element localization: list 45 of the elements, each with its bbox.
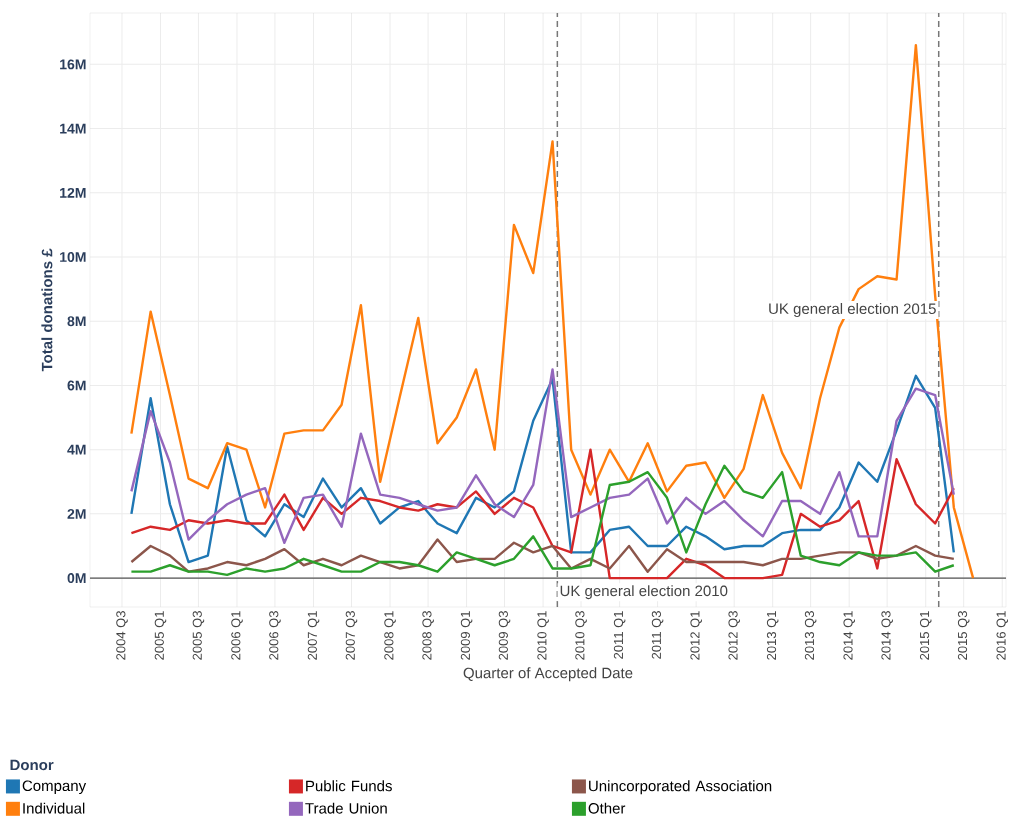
legend-label: Individual [23, 802, 85, 814]
x-tick-label: 2012 Q3 [728, 611, 740, 660]
x-tick-label: 2009 Q3 [498, 611, 511, 660]
y-tick-label: 8M [67, 316, 86, 327]
legend-label: Company [22, 780, 87, 795]
x-tick-label: 2013 Q1 [766, 611, 779, 660]
legend-label: Public Funds [306, 780, 392, 792]
ref-line-label: UK general election 2015 [769, 303, 936, 317]
x-tick-label: 2014 Q3 [881, 611, 893, 660]
y-tick-label: 16M [60, 59, 86, 70]
x-tick-label: 2014 Q1 [843, 611, 855, 660]
x-tick-label: 2007 Q3 [345, 611, 358, 660]
x-tick-label: 2015 Q1 [919, 611, 932, 660]
y-axis-title: Total donations £ [41, 248, 53, 372]
x-tick-label: 2009 Q1 [460, 611, 473, 660]
x-tick-label: 2012 Q1 [690, 611, 702, 660]
x-tick-label: 2010 Q3 [575, 611, 587, 660]
y-tick-label: 10M [60, 252, 86, 262]
x-tick-label: 2010 Q1 [537, 611, 549, 660]
x-tick-label: 2011 Q3 [651, 611, 664, 659]
line-series [130, 43, 975, 580]
x-tick-label: 2008 Q3 [422, 611, 434, 660]
x-tick-label: 2006 Q3 [269, 611, 281, 660]
legend-label: Trade Union [305, 802, 387, 814]
x-tick-label: 2006 Q1 [231, 611, 243, 660]
y-tick-label: 4M [67, 444, 86, 455]
x-tick-label: 2004 Q3 [116, 611, 128, 660]
x-tick-label: 2016 Q1 [996, 611, 1009, 660]
y-tick-label: 12M [60, 187, 86, 198]
x-tick-label: 2005 Q1 [154, 611, 167, 660]
legend-title: Donor [10, 759, 54, 771]
x-tick-label: 2011 Q1 [613, 611, 626, 659]
y-tick-label: 14M [60, 123, 86, 134]
y-tick-label: 0M [67, 573, 86, 584]
x-tick-label: 2008 Q1 [384, 611, 396, 660]
x-tick-label: 2005 Q3 [192, 611, 205, 660]
y-tick-label: 6M [67, 380, 86, 391]
legend-label: Other [588, 802, 626, 814]
ref-line-label: UK general election 2010 [560, 585, 728, 600]
x-tick-label: 2013 Q3 [804, 611, 817, 660]
x-tick-label: 2007 Q1 [307, 611, 320, 660]
legend-label: Unincorporated Association [589, 780, 772, 795]
y-tick-label: 2M [67, 508, 86, 519]
x-axis-title: Quarter of Accepted Date [463, 667, 633, 682]
x-tick-label: 2015 Q3 [957, 611, 970, 660]
